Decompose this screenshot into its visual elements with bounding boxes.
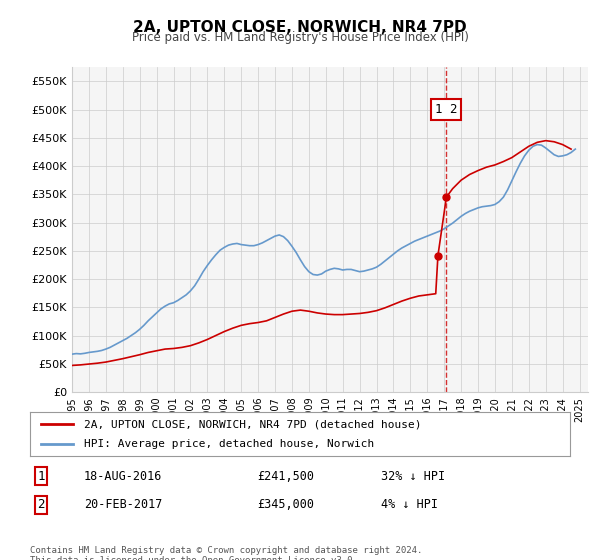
Text: 4% ↓ HPI: 4% ↓ HPI — [381, 498, 438, 511]
Text: 2: 2 — [37, 498, 44, 511]
Text: 32% ↓ HPI: 32% ↓ HPI — [381, 470, 445, 483]
Text: 2A, UPTON CLOSE, NORWICH, NR4 7PD (detached house): 2A, UPTON CLOSE, NORWICH, NR4 7PD (detac… — [84, 419, 421, 429]
Text: 1: 1 — [37, 470, 44, 483]
Text: 2A, UPTON CLOSE, NORWICH, NR4 7PD: 2A, UPTON CLOSE, NORWICH, NR4 7PD — [133, 20, 467, 35]
Text: 18-AUG-2016: 18-AUG-2016 — [84, 470, 163, 483]
Text: Price paid vs. HM Land Registry's House Price Index (HPI): Price paid vs. HM Land Registry's House … — [131, 31, 469, 44]
Text: Contains HM Land Registry data © Crown copyright and database right 2024.
This d: Contains HM Land Registry data © Crown c… — [30, 546, 422, 560]
Text: HPI: Average price, detached house, Norwich: HPI: Average price, detached house, Norw… — [84, 439, 374, 449]
Text: £345,000: £345,000 — [257, 498, 314, 511]
Text: 20-FEB-2017: 20-FEB-2017 — [84, 498, 163, 511]
Text: £241,500: £241,500 — [257, 470, 314, 483]
Text: 1 2: 1 2 — [435, 103, 458, 116]
